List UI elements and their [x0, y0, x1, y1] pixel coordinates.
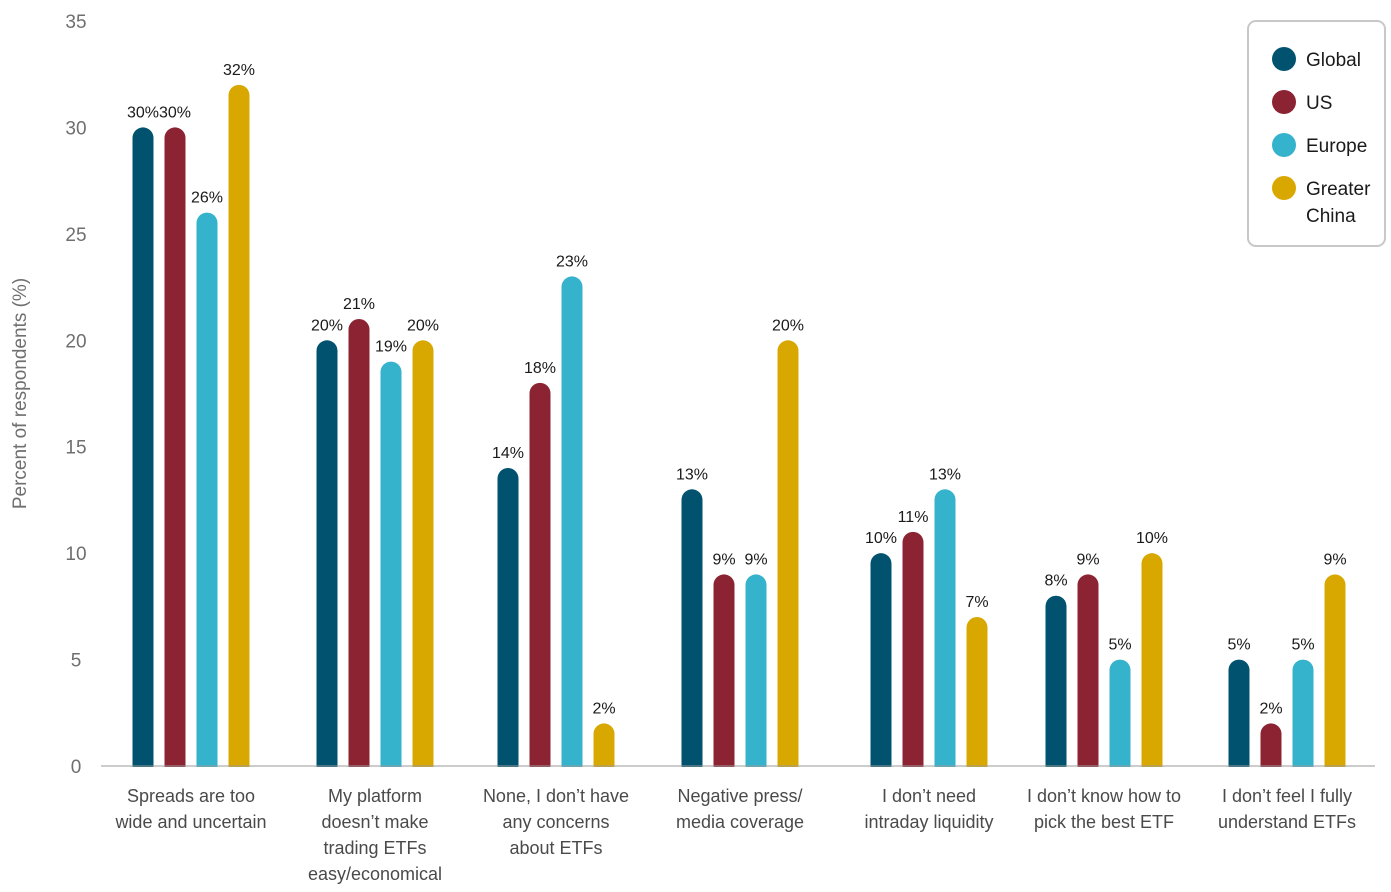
legend-swatch [1272, 176, 1296, 200]
data-label: 20% [772, 317, 804, 334]
legend-label: Europe [1306, 136, 1367, 157]
legend-label: Global [1306, 50, 1361, 71]
bar[interactable] [1141, 553, 1163, 777]
legend-item-greater-china[interactable]: Greater China [1272, 176, 1371, 227]
data-label: 8% [1044, 573, 1067, 590]
bar[interactable] [1324, 574, 1346, 777]
bar[interactable] [529, 382, 551, 777]
bar[interactable] [1292, 659, 1314, 777]
bar[interactable] [561, 276, 583, 777]
y-tick-label-10: 10 [65, 544, 86, 565]
data-label: 11% [898, 509, 929, 526]
bar[interactable] [593, 723, 615, 777]
bar[interactable] [164, 127, 186, 777]
series-us: 30% 21% 18% 9% 11% 9% 2% [159, 104, 1283, 777]
x-category-label: Spreads are too wide and uncertain [114, 786, 266, 832]
x-category-label: My platform doesn’t make trading ETFs easy/… [308, 786, 442, 884]
data-label: 19% [375, 339, 407, 356]
data-label: 13% [929, 466, 961, 483]
y-tick-label-20: 20 [65, 331, 86, 352]
legend-item-us[interactable]: US [1272, 90, 1332, 114]
data-label: 20% [407, 317, 439, 334]
data-label: 5% [1108, 637, 1131, 654]
legend-swatch [1272, 133, 1296, 157]
baseline-mask [101, 767, 1375, 783]
bar[interactable] [497, 468, 519, 777]
bar[interactable] [1077, 574, 1099, 777]
data-label: 9% [712, 551, 735, 568]
series-europe: 26% 19% 23% 9% 13% 5% 5% [191, 190, 1315, 777]
bar[interactable] [316, 340, 338, 777]
data-label: 5% [1227, 637, 1250, 654]
y-tick-label-15: 15 [65, 438, 86, 459]
series-global: 30% 20% 14% 13% 10% 8% 5% [127, 104, 1251, 777]
y-axis-title: Percent of respondents (%) [10, 278, 31, 509]
data-label: 10% [865, 530, 897, 547]
bar[interactable] [777, 340, 799, 777]
data-label: 9% [1076, 551, 1099, 568]
data-label: 26% [191, 190, 223, 207]
bar[interactable] [132, 127, 154, 777]
data-label: 7% [965, 594, 988, 611]
data-label: 32% [223, 62, 255, 79]
bar[interactable] [681, 489, 703, 777]
data-label: 10% [1136, 530, 1168, 547]
bar[interactable] [902, 531, 924, 777]
bar[interactable] [228, 84, 250, 777]
y-tick-label-35: 35 [65, 12, 86, 33]
legend-item-global[interactable]: Global [1272, 47, 1361, 71]
bar[interactable] [966, 617, 988, 777]
bar[interactable] [745, 574, 767, 777]
data-label: 30% [127, 104, 159, 121]
bar[interactable] [1109, 659, 1131, 777]
x-category-label: Negative press/media coverage [676, 786, 804, 832]
data-label: 20% [311, 317, 343, 334]
data-label: 21% [343, 296, 375, 313]
x-category-label: I don’t know how to pick the best ETF [1027, 786, 1181, 832]
data-label: 23% [556, 253, 588, 270]
legend-label: US [1306, 93, 1332, 114]
data-label: 2% [1259, 700, 1282, 717]
series-greater-china: 32% 20% 2% 20% 7% 10% 9% [223, 62, 1347, 777]
bar[interactable] [196, 212, 218, 777]
y-tick-label-30: 30 [65, 118, 86, 139]
data-label: 9% [744, 551, 767, 568]
bar[interactable] [713, 574, 735, 777]
bar[interactable] [1045, 595, 1067, 777]
bar[interactable] [348, 319, 370, 777]
data-label: 14% [492, 445, 524, 462]
bar[interactable] [412, 340, 434, 777]
data-label: 30% [159, 104, 191, 121]
x-category-label: None, I don’t have any concerns about ETFs [483, 786, 629, 858]
bar[interactable] [870, 553, 892, 777]
y-tick-label-25: 25 [65, 225, 86, 246]
data-label: 9% [1323, 551, 1346, 568]
data-label: 5% [1291, 637, 1314, 654]
legend: Global US Europe Greater China [1247, 20, 1386, 247]
bar[interactable] [1260, 723, 1282, 777]
bar[interactable] [934, 489, 956, 777]
x-category-label: I don’t feel I fully understand ETFs [1218, 786, 1356, 832]
x-category-label: I don’t need intraday liquidity [864, 786, 993, 832]
legend-label: Greater China [1306, 179, 1371, 227]
data-label: 18% [524, 360, 556, 377]
legend-swatch [1272, 47, 1296, 71]
data-label: 13% [676, 466, 708, 483]
bar[interactable] [380, 361, 402, 777]
bar[interactable] [1228, 659, 1250, 777]
data-label: 2% [592, 700, 615, 717]
legend-item-europe[interactable]: Europe [1272, 133, 1367, 157]
legend-swatch [1272, 90, 1296, 114]
y-tick-label-5: 5 [71, 651, 82, 672]
y-tick-label-0: 0 [71, 757, 82, 778]
